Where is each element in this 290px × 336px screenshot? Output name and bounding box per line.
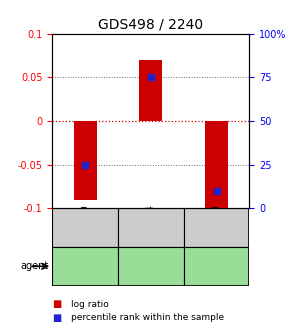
FancyBboxPatch shape [184, 208, 249, 247]
Title: GDS498 / 2240: GDS498 / 2240 [98, 17, 203, 31]
Text: ■: ■ [52, 312, 61, 323]
FancyBboxPatch shape [118, 208, 184, 247]
Text: GSM8749: GSM8749 [80, 204, 90, 251]
Text: GSM8759: GSM8759 [211, 204, 222, 251]
FancyBboxPatch shape [118, 247, 184, 286]
Text: agent: agent [21, 261, 49, 271]
Bar [74, 121, 97, 200]
FancyBboxPatch shape [52, 208, 118, 247]
Text: IFNg: IFNg [72, 261, 98, 271]
Text: IL4: IL4 [208, 261, 225, 271]
FancyBboxPatch shape [184, 247, 249, 286]
FancyBboxPatch shape [52, 247, 118, 286]
Text: log ratio: log ratio [71, 300, 109, 308]
Bar [139, 60, 162, 121]
Text: TNFa: TNFa [137, 261, 164, 271]
Bar [205, 121, 228, 208]
Text: GSM8754: GSM8754 [146, 204, 156, 251]
Text: percentile rank within the sample: percentile rank within the sample [71, 313, 224, 322]
Text: ■: ■ [52, 299, 61, 309]
